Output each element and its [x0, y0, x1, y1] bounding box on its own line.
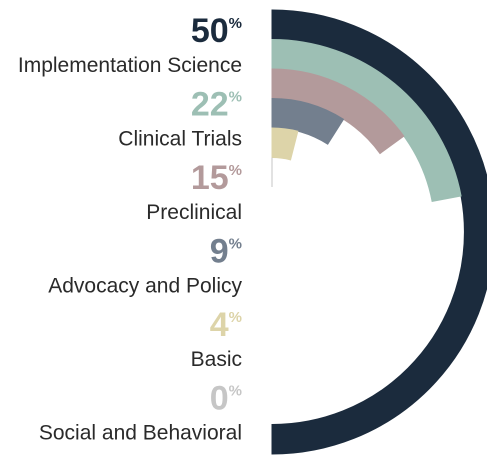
value-label: 50% [191, 12, 242, 50]
category-label: Preclinical [146, 201, 242, 224]
value-number: 0 [210, 380, 229, 418]
value-unit: % [229, 15, 242, 32]
value-number: 22 [191, 86, 229, 124]
category-label: Advocacy and Policy [48, 275, 242, 298]
value-number: 15 [191, 159, 229, 197]
value-label: 9% [210, 233, 242, 271]
value-unit: % [229, 236, 242, 253]
category-label: Clinical Trials [118, 128, 242, 151]
category-label: Social and Behavioral [39, 422, 242, 445]
value-number: 50 [191, 12, 229, 50]
value-unit: % [229, 309, 242, 326]
value-label: 15% [191, 159, 242, 197]
category-label: Basic [191, 348, 242, 371]
value-label: 4% [210, 306, 242, 344]
arc-bar [271, 127, 299, 161]
value-unit: % [229, 383, 242, 400]
value-label: 22% [191, 86, 242, 124]
value-label: 0% [210, 380, 242, 418]
category-label: Implementation Science [18, 54, 242, 77]
value-number: 9 [210, 233, 229, 271]
value-unit: % [229, 162, 242, 179]
value-unit: % [229, 89, 242, 106]
value-number: 4 [210, 306, 229, 344]
